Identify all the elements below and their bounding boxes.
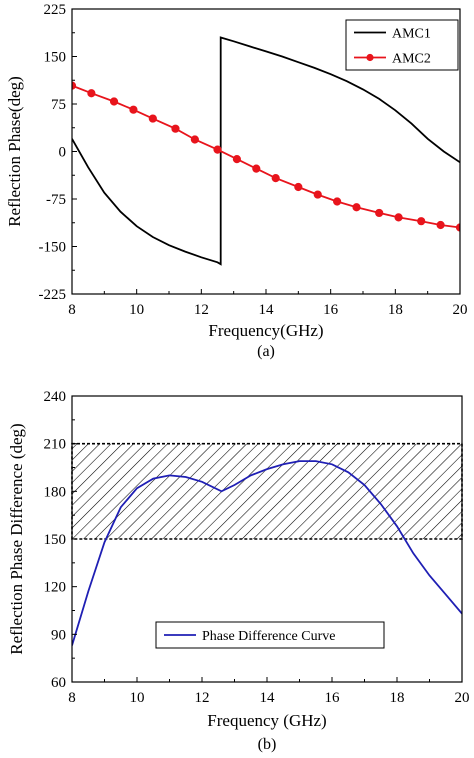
chart-a-series-point (271, 174, 280, 183)
chart-a-series-point (109, 97, 119, 106)
chart-b-legend: Phase Difference Curve (155, 621, 385, 649)
chart-a-series-point (313, 190, 322, 199)
chart-b-x-tick-label: 8 (68, 690, 76, 706)
chart-b-y-tick-label: 150 (44, 532, 67, 548)
chart-b-y-axis-title: Reflection Phase Difference (deg) (7, 423, 26, 654)
chart-a-y-tick-label: 75 (51, 97, 66, 113)
chart-a-series-point (190, 135, 199, 144)
chart-a-x-tick-label: 18 (388, 302, 403, 318)
chart-a-legend: AMC1 AMC2 (345, 19, 459, 71)
chart-b-y-tick-label: 90 (51, 627, 66, 643)
chart-a-x-tick-label: 20 (453, 302, 468, 318)
chart-a-series-line-2 (72, 84, 460, 229)
chart-a-series-point (375, 208, 384, 218)
chart-a-y-tick-label: 0 (59, 145, 67, 161)
chart-a-legend-box (345, 19, 459, 71)
chart-a-series-point (129, 105, 138, 114)
chart-a-series-point (352, 203, 361, 212)
chart-b-x-tick-label: 14 (260, 690, 276, 706)
chart-b-y-tick-label: 120 (44, 580, 67, 596)
chart-a-series-point (171, 124, 180, 133)
chart-a-y-axis-title: Reflection Phase(deg) (5, 76, 24, 227)
chart-a-x-tick-label: 8 (68, 302, 76, 318)
chart-b-panel-label: (b) (258, 736, 277, 753)
chart-a-series-point (417, 217, 426, 226)
chart-b-legend-label: Phase Difference Curve (202, 629, 335, 644)
chart-a-series-point (436, 220, 445, 230)
chart-a-series-point (394, 213, 403, 222)
chart-a-series-point (232, 155, 241, 164)
chart-a-series-point (148, 114, 157, 123)
chart-a-x-tick-label: 12 (194, 302, 209, 318)
chart-b-x-tick-label: 12 (195, 690, 210, 706)
chart-a-series-point (87, 89, 96, 98)
chart-b-x-axis-title: Frequency (GHz) (207, 711, 326, 730)
chart-a-x-tick-label: 10 (129, 302, 144, 318)
chart-a-panel-label: (a) (257, 343, 275, 360)
chart-b-y-tick-label: 210 (44, 437, 67, 453)
chart-a-series-point (294, 182, 303, 192)
chart-panel-b: 8 10 12 14 16 18 20 60 90 120 150 180 210 240 Freque… (7, 389, 470, 753)
chart-b-shaded-band (71, 442, 463, 540)
chart-b-series-line-1 (72, 460, 462, 646)
chart-a-y-tick-label: -225 (39, 287, 67, 303)
chart-a-x-tick-label: 16 (323, 302, 339, 318)
chart-a-legend-label: AMC1 (392, 27, 431, 42)
chart-b-x-tick-label: 16 (325, 690, 341, 706)
chart-a-x-axis-title: Frequency(GHz) (208, 321, 323, 340)
chart-a-series-line-1 (72, 36, 460, 266)
chart-b-x-tick-label: 10 (130, 690, 145, 706)
chart-a-legend-marker (366, 53, 374, 62)
chart-a-series-point (213, 145, 222, 154)
chart-a-legend-label: AMC2 (392, 52, 431, 67)
chart-a-y-tick-label: 150 (44, 50, 67, 66)
chart-b-x-tick-label: 18 (390, 690, 405, 706)
chart-a-y-tick-label: -75 (46, 192, 66, 208)
chart-b-y-tick-label: 60 (51, 675, 66, 691)
chart-b-y-tick-label: 240 (44, 389, 67, 405)
chart-a-y-tick-label: -150 (39, 240, 67, 256)
chart-b-y-tick-label: 180 (44, 484, 67, 500)
chart-a-series-point (252, 164, 261, 173)
chart-panel-a: 8 10 12 14 16 18 20 -225 -150 -75 0 75 150 225 Frequ… (5, 2, 468, 360)
chart-a-x-tick-label: 14 (259, 302, 275, 318)
chart-a-y-tick-label: 225 (44, 2, 67, 18)
chart-b-x-tick-label: 20 (455, 690, 470, 706)
chart-a-series-point (333, 197, 342, 206)
